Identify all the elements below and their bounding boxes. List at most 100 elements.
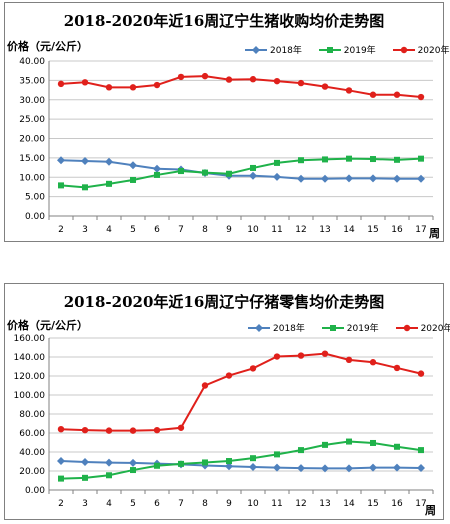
y-tick-label: 0.00 [25,486,45,496]
legend-marker [403,324,410,331]
data-point-2018年 [201,461,209,470]
x-tick-label: 12 [295,225,306,235]
x-tick-label: 2 [58,499,64,509]
data-point-2019年 [106,472,112,479]
x-tick-label: 6 [154,225,160,235]
data-point-2018年 [297,174,305,183]
data-point-2020年 [417,93,425,101]
y-tick-label: 40.00 [19,448,45,458]
data-point-2020年 [225,76,233,83]
x-tick-label: 15 [367,499,378,509]
data-point-2019年 [226,458,232,465]
data-point-2020年 [177,424,185,431]
data-point-2019年 [250,455,256,462]
data-point-2019年 [274,159,280,166]
data-point-2018年 [297,464,305,473]
series-line-2018年 [60,460,422,470]
data-point-2020年 [273,77,281,85]
data-point-2018年 [249,171,257,180]
x-tick-label: 15 [367,225,378,235]
data-point-2018年 [369,463,377,472]
legend: 2018年 2019年 2020年 [248,321,450,336]
data-point-2020年 [297,352,305,359]
data-point-2019年 [322,441,328,448]
data-point-2019年 [178,460,184,467]
x-tick-label: 8 [202,225,208,235]
data-point-2020年 [321,350,329,357]
x-tick-label: 9 [226,499,232,509]
data-point-2020年 [81,79,89,86]
x-tick-label: 12 [295,499,306,509]
data-point-2018年 [273,463,281,472]
data-point-2019年 [202,459,208,466]
x-tick-label: 17 [415,499,426,509]
chart-title: 2018-2020年近16周辽宁仔猪零售均价走势图 [63,293,385,311]
data-point-2020年 [129,427,137,434]
legend-item-2018: 2018年 [245,43,302,56]
legend-marker [252,45,260,54]
data-point-2018年 [153,164,161,173]
data-point-2018年 [417,174,425,183]
data-point-2019年 [154,462,160,469]
y-tick-label: 30.00 [19,96,45,106]
data-point-2018年 [57,156,65,165]
x-tick-label: 16 [391,225,403,235]
x-tick-label: 7 [178,225,184,235]
series-line-2020年 [60,352,422,432]
data-point-2020年 [249,365,257,372]
y-tick-label: 80.00 [19,410,45,420]
data-point-2019年 [346,155,352,162]
legend-marker [255,323,263,332]
data-point-2020年 [345,356,353,364]
legend-item-2019: 2019年 [321,321,379,334]
data-point-2018年 [393,463,401,472]
y-tick-label: 25.00 [19,115,45,125]
data-point-2020年 [393,364,401,372]
x-tick-label: 3 [82,225,88,235]
y-tick-label: 35.00 [19,76,45,86]
y-tick-label: 160.00 [14,334,46,344]
y-axis-label: 价格（元/公斤） [7,40,89,53]
data-point-2020年 [345,87,353,94]
y-tick-label: 10.00 [19,173,45,183]
x-tick-label: 11 [271,499,282,509]
x-tick-label: 14 [343,225,355,235]
plot-area: 0.00 20.00 40.00 60.00 80.00 100.00 120.00 140.… [14,334,434,509]
data-point-2019年 [226,170,232,177]
data-point-2019年 [394,156,400,163]
legend-label-2019: 2019年 [343,46,376,56]
data-point-2020年 [369,359,377,366]
data-point-2018年 [369,174,377,183]
y-tick-label: 120.00 [14,372,46,382]
data-point-2019年 [298,157,304,164]
data-point-2018年 [321,174,329,183]
data-point-2019年 [178,168,184,175]
plot-area: 0.00 5.00 10.00 15.00 20.00 25.00 30.00 35.00 40… [19,57,434,235]
legend-swatch-2019 [321,324,344,331]
data-point-2019年 [250,164,256,171]
y-axis-label: 价格（元/公斤） [7,319,89,332]
legend-label-2020: 2020年 [417,46,450,56]
x-tick-label: 2 [58,225,64,235]
x-tick-label: 3 [82,499,88,509]
x-tick-label: 13 [319,225,330,235]
y-tick-label: 20.00 [19,467,45,477]
data-point-2018年 [345,174,353,183]
chart-panel-live-pig-price: 2018-2020年近16周辽宁生猪收购均价走势图 价格（元/公斤） 2018年… [4,2,449,242]
data-point-2019年 [82,474,88,481]
x-tick-label: 5 [130,225,136,235]
data-point-2019年 [130,176,136,183]
series-line-2018年 [60,159,421,180]
x-tick-label: 6 [154,499,160,509]
y-tick-label: 5.00 [25,193,45,203]
data-point-2020年 [153,81,161,89]
data-point-2020年 [369,91,377,98]
legend-item-2019: 2019年 [318,43,376,56]
legend-swatch-2020 [392,46,415,53]
y-tick-label: 15.00 [19,154,45,164]
y-tick-label: 20.00 [19,135,45,145]
data-point-2018年 [417,463,425,472]
data-point-2020年 [201,72,209,80]
legend-marker [400,46,407,53]
legend-marker [329,324,336,331]
